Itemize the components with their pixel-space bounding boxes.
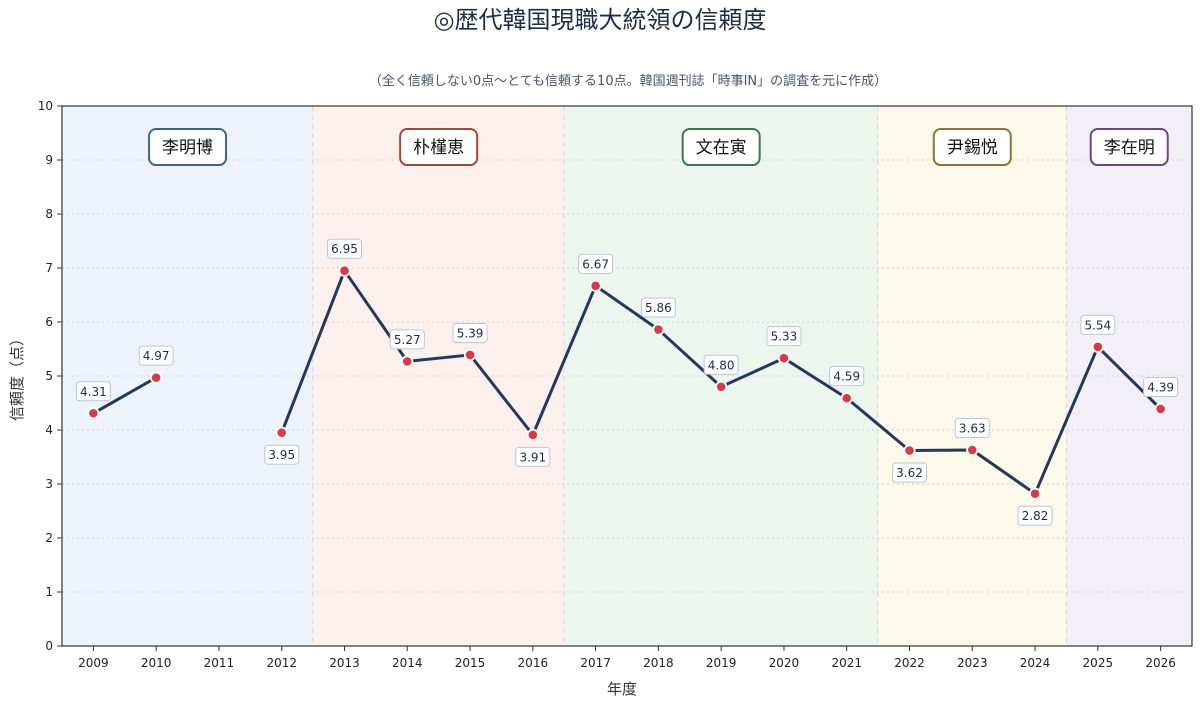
y-tick-label: 9 <box>45 153 53 167</box>
data-point <box>463 348 477 362</box>
data-label-box <box>138 345 174 366</box>
data-label: 3.91 <box>519 450 546 464</box>
y-axis-label: 信頼度（点） <box>8 331 26 421</box>
data-label-box <box>452 322 488 343</box>
data-point <box>526 428 539 441</box>
data-label-box <box>578 253 614 274</box>
data-label-box <box>327 238 362 259</box>
data-point <box>903 444 916 457</box>
data-label: 5.27 <box>394 333 421 347</box>
x-tick-label: 2023 <box>957 656 988 670</box>
y-tick-label: 10 <box>38 99 53 113</box>
data-label-box <box>1080 314 1116 335</box>
data-label-box <box>515 446 551 467</box>
data-point <box>1028 487 1042 500</box>
data-point <box>1154 402 1167 416</box>
data-label: 5.39 <box>457 326 484 340</box>
data-point <box>275 426 288 439</box>
data-label: 4.39 <box>1147 380 1174 394</box>
data-label: 4.31 <box>80 385 107 399</box>
data-label: 6.67 <box>582 257 609 271</box>
y-tick-label: 2 <box>45 531 53 545</box>
data-label-box <box>75 381 111 402</box>
data-label-box <box>829 366 865 387</box>
data-point <box>589 279 602 292</box>
data-label-box <box>1017 505 1053 526</box>
x-tick-label: 2015 <box>455 656 486 670</box>
data-label: 4.97 <box>143 349 170 363</box>
data-point <box>652 323 665 336</box>
data-label: 6.95 <box>331 242 358 256</box>
data-label-box <box>892 462 927 483</box>
data-point <box>87 407 100 420</box>
era-label: 尹錫悦 <box>947 138 998 158</box>
chart-subtitle: （全く信頼しない0点〜とても信頼する10点。韓国週刊誌「時事IN」の調査を元に作… <box>369 73 887 89</box>
y-tick-label: 5 <box>45 369 53 383</box>
data-label: 5.54 <box>1084 318 1111 332</box>
y-tick-label: 3 <box>45 477 53 491</box>
data-label: 5.33 <box>771 330 798 344</box>
y-tick-label: 1 <box>45 585 53 599</box>
x-tick-label: 2026 <box>1145 656 1176 670</box>
data-label: 4.80 <box>708 358 735 372</box>
plot-area: 0 1 2 3 4 5 6 7 8 9 10 2009 2010 2011 2012 2013 2014 2015… <box>38 99 1193 670</box>
x-tick-label: 2010 <box>141 656 172 670</box>
era-label-box <box>1089 128 1169 167</box>
x-axis-label: 年度 <box>607 680 637 698</box>
data-label: 4.59 <box>833 370 860 384</box>
data-point <box>777 352 791 365</box>
data-point <box>1091 340 1104 353</box>
x-tick-label: 2009 <box>78 656 109 670</box>
y-tick-label: 7 <box>45 261 53 275</box>
data-point <box>840 392 853 405</box>
data-label-box <box>703 354 739 375</box>
era-label: 朴槿恵 <box>413 138 464 158</box>
x-tick-label: 2019 <box>706 656 737 670</box>
data-point <box>338 264 351 277</box>
data-point <box>150 371 163 384</box>
x-tick-label: 2011 <box>204 656 235 670</box>
x-tick-label: 2025 <box>1083 656 1114 670</box>
chart-title: ◎歴代韓国現職大統領の信頼度 <box>434 6 767 34</box>
y-tick-label: 8 <box>45 207 53 221</box>
data-point <box>715 380 728 393</box>
data-label: 3.95 <box>268 448 295 462</box>
x-tick-label: 2014 <box>392 656 423 670</box>
data-point <box>966 443 979 457</box>
x-tick-label: 2022 <box>894 656 925 670</box>
x-tick-label: 2017 <box>580 656 611 670</box>
y-tick-label: 4 <box>45 423 53 437</box>
era-label: 李明博 <box>162 138 213 158</box>
x-tick-label: 2020 <box>769 656 800 670</box>
x-tick-label: 2013 <box>329 656 360 670</box>
x-tick-label: 2024 <box>1020 656 1051 670</box>
data-label-box <box>954 417 990 438</box>
era-band <box>564 106 879 646</box>
data-label: 3.63 <box>959 421 986 435</box>
x-tick-label: 2018 <box>643 656 674 670</box>
x-tick-label: 2012 <box>266 656 297 670</box>
era-label: 文在寅 <box>696 138 747 158</box>
era-label-box <box>681 128 761 167</box>
data-label-box <box>389 329 425 350</box>
data-label-box <box>1143 376 1179 397</box>
era-label: 李在明 <box>1104 138 1155 158</box>
data-label-box <box>766 326 802 347</box>
x-tick-label: 2016 <box>518 656 549 670</box>
era-label-box <box>932 128 1012 167</box>
era-label-box <box>148 128 228 167</box>
data-label: 3.62 <box>896 466 923 480</box>
era-label-box <box>399 128 479 167</box>
series-line <box>91 376 158 415</box>
x-tick-label: 2021 <box>831 656 862 670</box>
data-label: 5.86 <box>645 301 672 315</box>
data-label-box <box>264 444 300 465</box>
data-label: 2.82 <box>1022 509 1049 523</box>
y-tick-label: 6 <box>45 315 53 329</box>
data-label-box <box>640 297 676 318</box>
y-tick-label: 0 <box>45 639 53 653</box>
data-point <box>401 355 414 368</box>
